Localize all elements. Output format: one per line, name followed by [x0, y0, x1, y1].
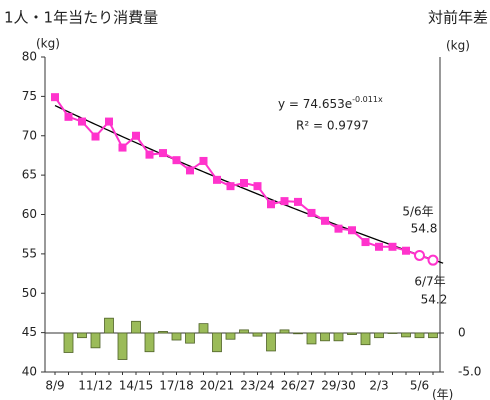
- x-tick-label: 5/6: [410, 379, 429, 393]
- point-marker: [145, 150, 154, 159]
- bar: [171, 332, 182, 341]
- point-marker: [132, 131, 140, 140]
- point-marker: [414, 249, 425, 261]
- bar: [104, 317, 114, 334]
- point-marker: [348, 226, 356, 235]
- y2-tick-label: 0: [458, 326, 466, 340]
- point-marker: [294, 197, 302, 206]
- bar: [158, 331, 168, 334]
- point-marker: [118, 143, 127, 152]
- bar: [306, 332, 317, 345]
- trend-equation-exp: -0.011x: [352, 95, 383, 104]
- point-marker: [427, 254, 439, 266]
- bar: [279, 329, 290, 334]
- bar: [77, 332, 87, 339]
- point-marker: [226, 182, 235, 191]
- bar: [347, 332, 357, 335]
- bar: [131, 320, 141, 334]
- x-tick-label: 23/24: [240, 379, 275, 393]
- bar: [198, 323, 209, 334]
- bar: [63, 332, 74, 353]
- annotation: 5/6年: [402, 205, 433, 219]
- point-marker: [388, 242, 397, 251]
- annotation: 6/7年: [414, 275, 445, 289]
- bar: [360, 332, 371, 346]
- y-tick-label: 60: [22, 207, 37, 221]
- bar: [414, 332, 425, 339]
- bar: [117, 332, 128, 360]
- bar: [252, 332, 263, 337]
- point-marker: [307, 208, 316, 217]
- chart-title: 1人・1年当たり消費量: [4, 9, 158, 27]
- point-marker: [186, 166, 194, 175]
- bar: [293, 332, 303, 335]
- bar: [144, 332, 155, 353]
- point-marker: [159, 149, 167, 158]
- bar: [401, 332, 411, 338]
- point-marker: [91, 132, 100, 141]
- point-marker: [334, 224, 343, 233]
- y-tick-label: 75: [22, 89, 37, 103]
- y-tick-label: 50: [22, 286, 37, 300]
- y-tick-label: 45: [22, 325, 37, 339]
- point-marker: [172, 156, 181, 165]
- bar: [387, 332, 398, 334]
- bar: [320, 332, 330, 342]
- point-marker: [402, 246, 410, 255]
- y-tick-label: 80: [22, 50, 37, 64]
- point-marker: [280, 197, 289, 206]
- point-marker: [199, 156, 208, 165]
- x-tick-label: 29/30: [321, 379, 356, 393]
- bar: [90, 332, 101, 349]
- y-unit: (kg): [36, 37, 60, 51]
- point-marker: [253, 182, 262, 191]
- y2-title: 対前年差: [428, 9, 488, 27]
- point-marker: [321, 216, 329, 225]
- bar: [266, 332, 276, 352]
- bar: [428, 332, 438, 339]
- bar: [185, 332, 195, 344]
- bar: [374, 332, 384, 339]
- bar: [212, 332, 222, 353]
- point-marker: [213, 175, 221, 184]
- point-marker: [267, 200, 275, 209]
- x-unit: (年): [432, 388, 453, 400]
- point-marker: [78, 117, 86, 126]
- y-tick-label: 40: [22, 365, 37, 379]
- y2-unit: (kg): [446, 39, 470, 53]
- trendline: [54, 104, 444, 264]
- bar: [333, 332, 344, 342]
- data-label: 54.8: [411, 222, 438, 236]
- data-label: 54.2: [421, 293, 448, 307]
- y-tick-label: 55: [22, 246, 37, 260]
- y2-tick-label: -5.0: [458, 365, 481, 379]
- point-marker: [240, 179, 248, 187]
- x-tick-label: 17/18: [159, 379, 194, 393]
- point-marker: [64, 112, 73, 121]
- x-tick-label: 11/12: [78, 379, 113, 393]
- trend-equation: y = 74.653e-0.011x: [278, 95, 383, 111]
- trend-r2: R² = 0.9797: [296, 119, 369, 133]
- point-marker: [105, 117, 113, 126]
- point-marker: [375, 242, 383, 251]
- x-tick-label: 14/15: [119, 379, 154, 393]
- x-tick-label: 2/3: [369, 379, 388, 393]
- x-tick-label: 20/21: [200, 379, 235, 393]
- point-marker: [51, 93, 59, 102]
- point-marker: [361, 238, 370, 247]
- y-tick-label: 65: [22, 168, 37, 182]
- bar: [239, 329, 249, 334]
- bar: [225, 332, 236, 340]
- x-tick-label: 8/9: [45, 379, 64, 393]
- trend-equation-base: y = 74.653e: [278, 97, 352, 111]
- y-tick-label: 70: [22, 128, 37, 142]
- x-tick-label: 26/27: [281, 379, 316, 393]
